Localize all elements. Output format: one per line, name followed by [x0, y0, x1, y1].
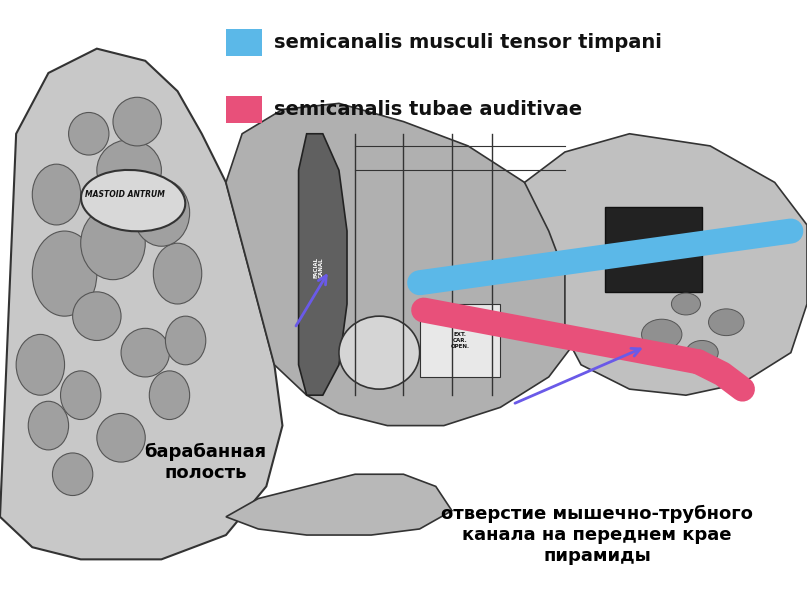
Ellipse shape [133, 179, 190, 246]
Ellipse shape [165, 316, 206, 365]
Ellipse shape [121, 328, 169, 377]
Circle shape [709, 309, 744, 336]
Circle shape [642, 319, 682, 350]
Ellipse shape [81, 207, 145, 280]
Ellipse shape [28, 401, 69, 450]
Polygon shape [299, 134, 347, 395]
Ellipse shape [32, 231, 97, 316]
Bar [226, 96, 262, 123]
Ellipse shape [153, 243, 202, 304]
Text: semicanalis tubae auditivae: semicanalis tubae auditivae [274, 100, 583, 119]
Circle shape [686, 340, 718, 365]
Text: FACIAL
CANAL: FACIAL CANAL [313, 257, 324, 278]
Ellipse shape [97, 413, 145, 462]
Polygon shape [0, 49, 282, 559]
Circle shape [671, 293, 700, 315]
Polygon shape [226, 103, 581, 426]
Polygon shape [420, 304, 500, 377]
Ellipse shape [61, 371, 101, 420]
Ellipse shape [52, 453, 93, 496]
Ellipse shape [113, 97, 161, 146]
Bar [226, 29, 262, 56]
Ellipse shape [16, 334, 65, 395]
Text: EXT.
CAR.
OPEN.: EXT. CAR. OPEN. [450, 332, 470, 349]
Ellipse shape [149, 371, 190, 420]
Ellipse shape [97, 140, 161, 201]
Text: semicanalis musculi tensor timpani: semicanalis musculi tensor timpani [274, 33, 663, 52]
Ellipse shape [32, 164, 81, 225]
Text: отверстие мышечно-трубного
канала на переднем крае
пирамиды: отверстие мышечно-трубного канала на пер… [441, 505, 753, 565]
Text: MASTOID ANTRUM: MASTOID ANTRUM [86, 190, 165, 199]
Polygon shape [226, 474, 452, 535]
Text: CAROTID
OPENING: CAROTID OPENING [640, 244, 667, 255]
Polygon shape [525, 134, 807, 395]
Ellipse shape [81, 170, 186, 232]
Text: барабанная
полость: барабанная полость [144, 443, 267, 482]
Ellipse shape [339, 316, 420, 389]
Ellipse shape [73, 292, 121, 340]
Polygon shape [605, 207, 702, 292]
Ellipse shape [69, 112, 109, 155]
